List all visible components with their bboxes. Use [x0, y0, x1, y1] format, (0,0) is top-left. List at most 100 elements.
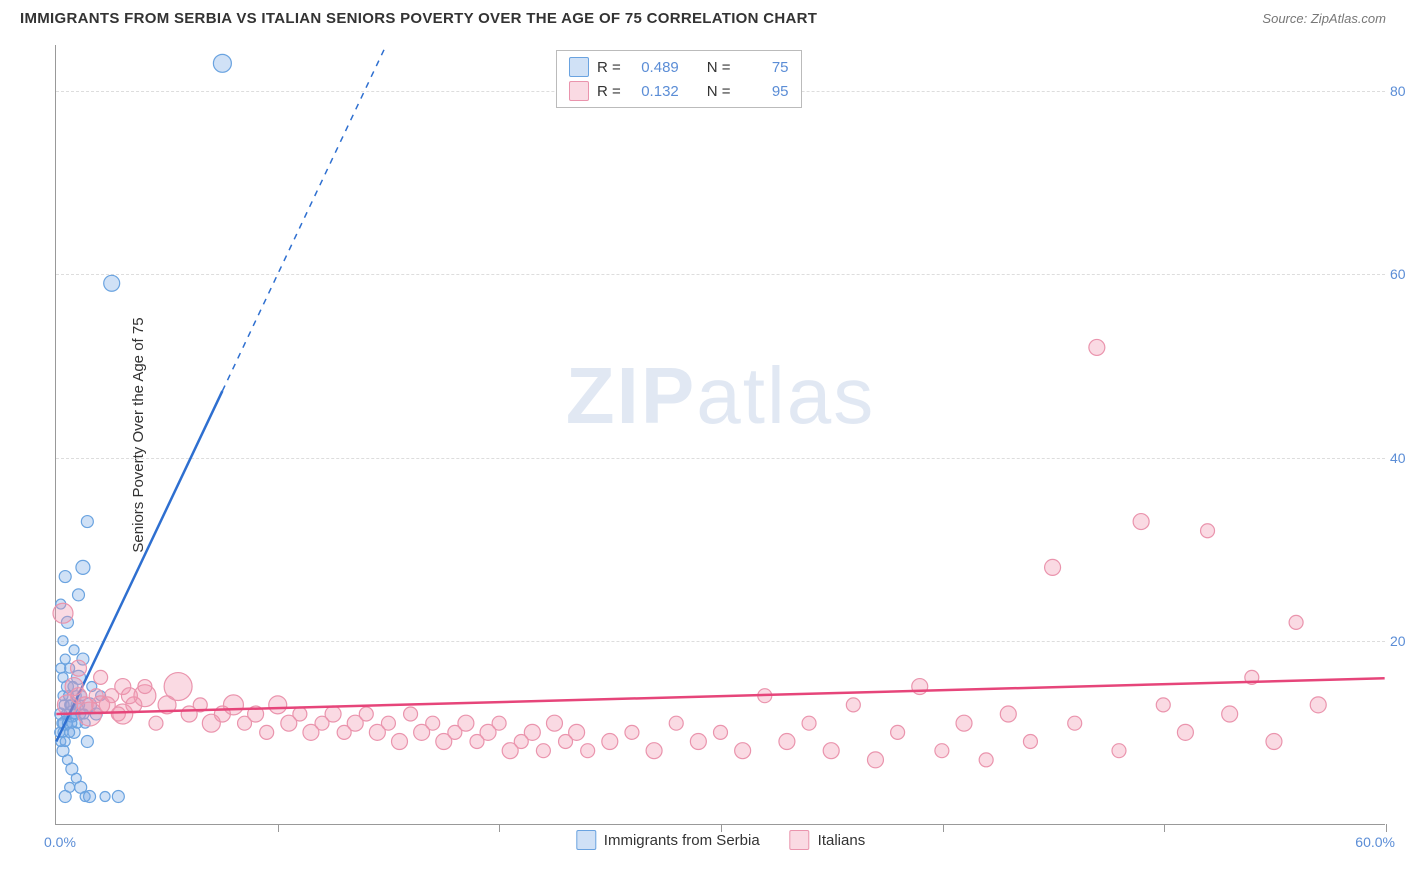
data-point-serbia	[81, 736, 93, 748]
title-bar: IMMIGRANTS FROM SERBIA VS ITALIAN SENIOR…	[0, 0, 1406, 32]
legend-stats-box: R = 0.489 N = 75 R = 0.132 N = 95	[556, 50, 802, 108]
data-point-italians	[121, 688, 137, 704]
x-tick	[278, 824, 279, 832]
legend-stats-row-italians: R = 0.132 N = 95	[557, 79, 801, 103]
y-tick-label: 20.0%	[1390, 633, 1406, 649]
data-point-serbia	[58, 636, 68, 646]
data-point-italians	[111, 707, 125, 721]
data-point-italians	[646, 743, 662, 759]
data-point-italians	[891, 725, 905, 739]
x-max-label: 60.0%	[1355, 834, 1395, 850]
data-point-italians	[602, 734, 618, 750]
x-tick	[499, 824, 500, 832]
data-point-italians	[325, 706, 341, 722]
legend-series-item-italians: Italians	[790, 830, 866, 850]
data-point-italians	[1068, 716, 1082, 730]
legend-stats-row-serbia: R = 0.489 N = 75	[557, 55, 801, 79]
data-point-italians	[65, 678, 83, 696]
legend-r-label: R =	[597, 83, 621, 100]
x-origin-label: 0.0%	[44, 834, 76, 850]
data-point-italians	[979, 753, 993, 767]
data-point-italians	[269, 696, 287, 714]
y-tick-label: 40.0%	[1390, 450, 1406, 466]
y-tick-label: 60.0%	[1390, 266, 1406, 282]
data-point-italians	[359, 707, 373, 721]
data-point-serbia	[69, 645, 79, 655]
data-point-italians	[1201, 524, 1215, 538]
legend-series-item-serbia: Immigrants from Serbia	[576, 830, 760, 850]
data-point-italians	[823, 743, 839, 759]
data-point-italians	[669, 716, 683, 730]
data-point-italians	[1310, 697, 1326, 713]
data-point-serbia	[104, 275, 120, 291]
data-point-italians	[1266, 734, 1282, 750]
data-point-italians	[536, 744, 550, 758]
data-point-italians	[458, 715, 474, 731]
data-point-italians	[492, 716, 506, 730]
data-point-italians	[935, 744, 949, 758]
data-point-italians	[1133, 514, 1149, 530]
trend-line-italians	[56, 678, 1384, 714]
data-point-serbia	[65, 727, 75, 737]
x-tick	[1164, 824, 1165, 832]
legend-swatch-icon	[790, 830, 810, 850]
data-point-italians	[802, 716, 816, 730]
legend-n-value: 95	[739, 83, 789, 100]
y-tick-label: 80.0%	[1390, 83, 1406, 99]
trend-line-dashed-serbia	[222, 45, 386, 391]
data-point-serbia	[100, 792, 110, 802]
data-point-italians	[735, 743, 751, 759]
data-point-serbia	[76, 560, 90, 574]
legend-series: Immigrants from Serbia Italians	[576, 830, 865, 850]
legend-n-label: N =	[707, 83, 731, 100]
data-point-italians	[164, 673, 192, 701]
legend-series-label: Immigrants from Serbia	[604, 832, 760, 849]
data-point-italians	[779, 734, 795, 750]
data-point-italians	[569, 724, 585, 740]
data-point-italians	[1045, 559, 1061, 575]
x-tick	[943, 824, 944, 832]
data-point-italians	[714, 725, 728, 739]
data-point-italians	[546, 715, 562, 731]
data-point-italians	[1000, 706, 1016, 722]
legend-r-value: 0.489	[629, 59, 679, 76]
legend-swatch-icon	[569, 81, 589, 101]
legend-r-label: R =	[597, 59, 621, 76]
legend-n-value: 75	[739, 59, 789, 76]
legend-swatch-icon	[569, 57, 589, 77]
data-point-serbia	[67, 718, 77, 728]
source-attribution: Source: ZipAtlas.com	[1262, 11, 1386, 26]
data-point-italians	[625, 725, 639, 739]
plot-area: Seniors Poverty Over the Age of 75 20.0%…	[55, 45, 1385, 825]
data-point-serbia	[81, 516, 93, 528]
legend-series-label: Italians	[818, 832, 866, 849]
data-point-italians	[1289, 615, 1303, 629]
data-point-serbia	[84, 791, 96, 803]
data-point-italians	[392, 734, 408, 750]
x-tick	[1386, 824, 1387, 832]
data-point-serbia	[213, 54, 231, 72]
data-point-italians	[1023, 735, 1037, 749]
data-point-italians	[1222, 706, 1238, 722]
data-point-italians	[867, 752, 883, 768]
data-point-serbia	[65, 782, 75, 792]
chart-title: IMMIGRANTS FROM SERBIA VS ITALIAN SENIOR…	[20, 10, 817, 27]
data-point-italians	[223, 695, 243, 715]
source-label: Source:	[1262, 11, 1307, 26]
data-point-italians	[404, 707, 418, 721]
data-point-italians	[846, 698, 860, 712]
source-value: ZipAtlas.com	[1311, 11, 1386, 26]
scatter-plot-svg	[56, 45, 1385, 824]
data-point-italians	[581, 744, 595, 758]
data-point-serbia	[72, 589, 84, 601]
data-point-italians	[524, 724, 540, 740]
legend-n-label: N =	[707, 59, 731, 76]
data-point-italians	[1177, 724, 1193, 740]
data-point-italians	[1089, 339, 1105, 355]
data-point-serbia	[60, 654, 70, 664]
data-point-italians	[1156, 698, 1170, 712]
data-point-serbia	[59, 571, 71, 583]
data-point-italians	[71, 660, 87, 676]
data-point-italians	[260, 725, 274, 739]
data-point-italians	[94, 670, 108, 684]
